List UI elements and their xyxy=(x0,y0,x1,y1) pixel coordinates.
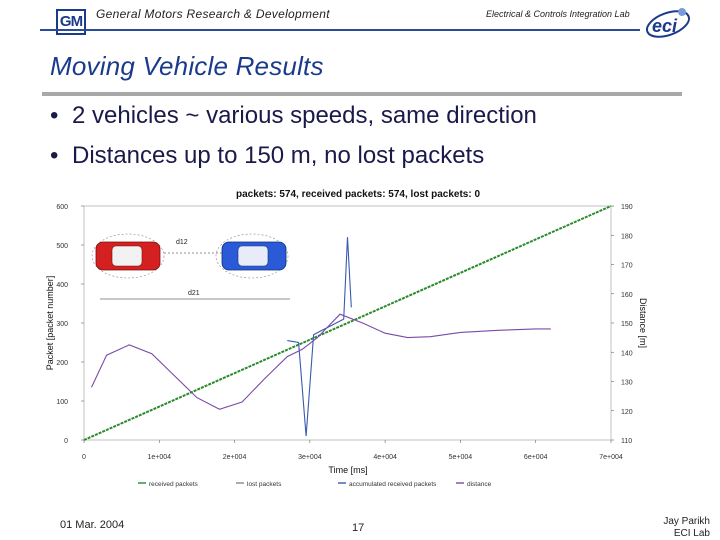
x-tick-label: 4e+004 xyxy=(373,454,397,461)
y-tick-label: 200 xyxy=(56,360,68,367)
red-car-range xyxy=(91,233,165,279)
vehicle-inset: d12 d21 xyxy=(91,233,290,300)
chart-title: packets: 574, received packets: 574, los… xyxy=(236,189,480,200)
blue-car-roof xyxy=(237,245,269,267)
y-tick-label: 0 xyxy=(64,438,68,445)
footer-author: Jay Parikh ECI Lab xyxy=(630,516,710,540)
org-name-right: Electrical & Controls Integration Lab xyxy=(486,9,630,19)
bullet-item: • 2 vehicles ~ various speeds, same direc… xyxy=(50,102,537,130)
x-tick-label: 0 xyxy=(82,454,86,461)
org-name-left: General Motors Research & Development xyxy=(96,7,330,21)
legend-label: accumulated received packets xyxy=(349,481,437,488)
y2-axis-label: Distance [m] xyxy=(638,298,648,348)
chart-legend: received packets lost packets accumulated … xyxy=(138,481,492,488)
x-tick-label: 7e+004 xyxy=(599,454,623,461)
bullet-item: • Distances up to 150 m, no lost packets xyxy=(50,142,484,170)
y-axis-label: Packet [packet number] xyxy=(45,276,55,371)
slide-title: Moving Vehicle Results xyxy=(50,51,324,81)
bullet-text: 2 vehicles ~ various speeds, same direct… xyxy=(72,102,537,129)
series-line xyxy=(91,313,551,410)
x-tick-label: 5e+004 xyxy=(449,454,473,461)
y2-tick-label: 180 xyxy=(621,233,633,240)
series-layer xyxy=(83,205,612,441)
eci-logo-text: eci xyxy=(652,16,678,36)
y2-tick-label: 160 xyxy=(621,292,633,299)
y2-tick-label: 130 xyxy=(621,380,633,387)
y-tick-label: 400 xyxy=(56,282,68,289)
red-car-roof xyxy=(111,245,143,267)
footer-date: 01 Mar. 2004 xyxy=(60,519,125,531)
x-axis-label: Time [ms] xyxy=(328,465,367,475)
x-axis-ticks: 0 1e+004 2e+004 3e+004 4e+004 5e+004 6e+004 7e+… xyxy=(82,440,623,461)
series-line xyxy=(287,237,352,437)
y-tick-label: 100 xyxy=(56,399,68,406)
x-tick-label: 1e+004 xyxy=(148,454,172,461)
y-tick-label: 500 xyxy=(56,243,68,250)
y2-tick-label: 120 xyxy=(621,409,633,416)
y-axis-ticks: 0 100 200 300 400 500 600 xyxy=(56,204,84,445)
legend-label: distance xyxy=(467,481,492,488)
y-tick-label: 600 xyxy=(56,204,68,211)
header-rule xyxy=(40,29,640,31)
eci-logo: eci xyxy=(645,8,691,38)
author-name: Jay Parikh xyxy=(663,516,710,527)
y2-tick-label: 190 xyxy=(621,204,633,211)
d21-label: d21 xyxy=(188,290,200,297)
blue-car-range xyxy=(215,233,289,279)
x-tick-label: 6e+004 xyxy=(524,454,548,461)
page-number: 17 xyxy=(352,522,365,534)
y2-tick-label: 170 xyxy=(621,263,633,270)
y2-tick-label: 140 xyxy=(621,350,633,357)
packet-distance-chart: packets: 574, received packets: 574, los… xyxy=(45,189,648,488)
d12-label: d12 xyxy=(176,239,188,246)
x-tick-label: 3e+004 xyxy=(298,454,322,461)
legend-label: received packets xyxy=(149,481,199,488)
author-lab: ECI Lab xyxy=(673,528,710,539)
y2-tick-label: 110 xyxy=(621,438,632,445)
title-rule xyxy=(42,92,682,96)
bullet-dot-icon: • xyxy=(50,102,59,129)
y2-tick-label: 150 xyxy=(621,321,633,328)
y-tick-label: 300 xyxy=(56,321,68,328)
bullet-dot-icon: • xyxy=(50,142,59,169)
series-line xyxy=(83,205,612,441)
y2-axis-ticks: 110 120 130 140 150 160 170 180 190 xyxy=(611,204,633,445)
gm-logo: GM xyxy=(56,9,86,35)
legend-label: lost packets xyxy=(247,481,282,488)
bullet-text: Distances up to 150 m, no lost packets xyxy=(72,142,485,169)
x-tick-label: 2e+004 xyxy=(223,454,247,461)
